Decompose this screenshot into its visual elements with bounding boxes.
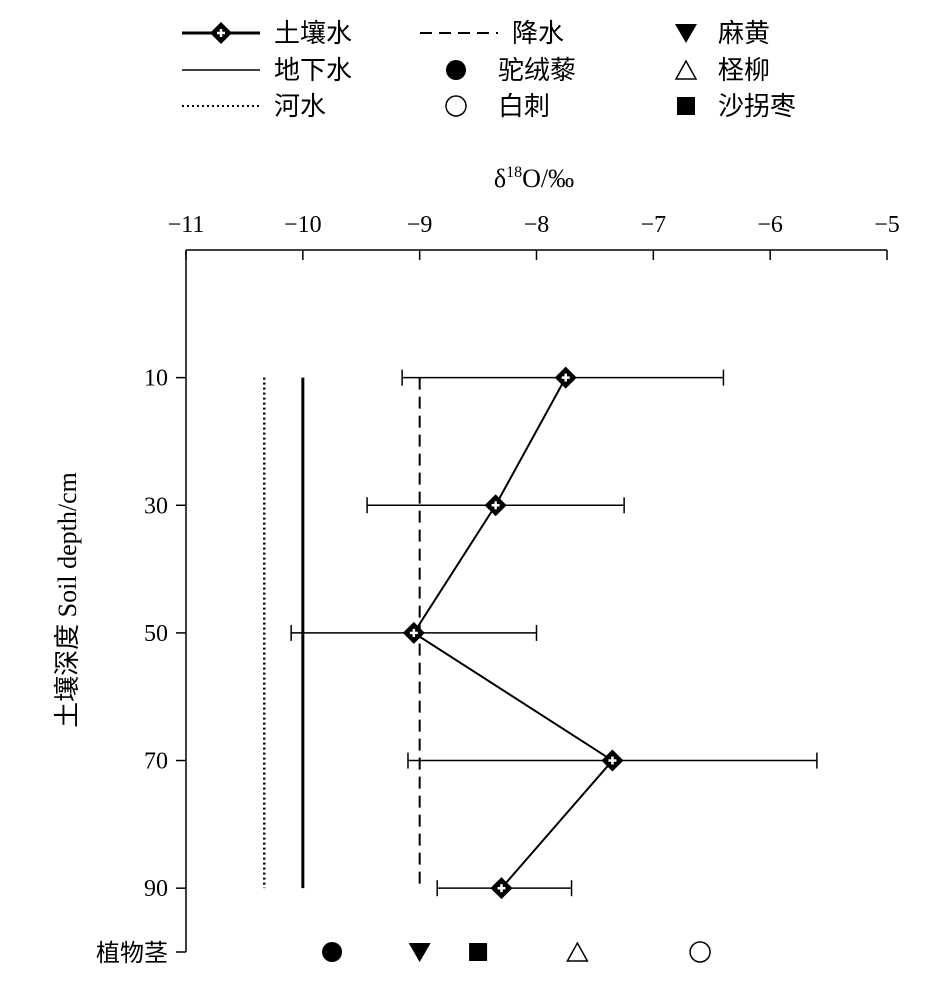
axes: −11 −10 −9 −8 −7 −6 −5 δ18O/‰ 10 30 50 70 90 植物茎 土壤深度 … [53, 164, 900, 967]
soil-water-point [402, 621, 425, 644]
stem-row-label: 植物茎 [96, 940, 168, 967]
legend-entry: 白刺 [445, 92, 550, 121]
y-tick-label: 10 [144, 366, 168, 392]
legend-symbol [674, 59, 698, 80]
soil-water-point [490, 877, 513, 900]
plant-stem-point [322, 942, 343, 962]
legend-symbol [446, 60, 466, 80]
legend-entry: 降水 [420, 19, 564, 48]
legend-label: 河水 [274, 92, 326, 121]
y-tick-label: 70 [144, 749, 168, 775]
soil-water-point [554, 366, 577, 389]
x-tick-label: −5 [874, 212, 900, 238]
legend-entry: 沙拐枣 [677, 92, 796, 121]
plant-stem-markers [322, 941, 711, 963]
legend-entry: 土壤水 [182, 19, 352, 48]
y-tick-label: 50 [144, 621, 168, 647]
legend-label: 柽柳 [718, 56, 770, 85]
legend-label: 驼绒藜 [498, 56, 576, 85]
legend-label: 白刺 [498, 92, 550, 121]
x-tick-label: −6 [757, 212, 783, 238]
legend-diamond-marker [210, 22, 232, 44]
plant-stem-point [689, 941, 711, 963]
plant-stem-point [469, 943, 488, 961]
x-tick-label: −7 [641, 212, 667, 238]
x-axis-title-main: δ [494, 164, 506, 193]
legend-entry: 河水 [182, 92, 326, 121]
legend-label: 地下水 [274, 56, 352, 85]
soil-water-series [290, 366, 818, 900]
legend-entry: 地下水 [182, 56, 352, 85]
x-axis-title-rest: O/‰ [522, 164, 574, 193]
legend-symbol [677, 97, 695, 115]
x-axis-title-sup: 18 [506, 164, 522, 181]
y-tick-label: 90 [144, 876, 168, 902]
legend-symbol [675, 24, 697, 43]
legend-label: 沙拐枣 [718, 92, 796, 121]
legend-entry: 麻黄 [675, 19, 770, 48]
x-tick-label: −8 [524, 212, 550, 238]
plant-stem-point [566, 941, 589, 962]
legend-label: 土壤水 [274, 19, 352, 48]
x-tick-label: −10 [284, 212, 322, 238]
x-tick-label: −9 [407, 212, 433, 238]
plant-stem-point [408, 943, 431, 962]
x-tick-label: −11 [168, 212, 205, 238]
legend-label: 麻黄 [718, 19, 770, 48]
soil-water-point [601, 749, 624, 772]
y-tick-label: 30 [144, 493, 168, 519]
legend-entry: 驼绒藜 [446, 56, 576, 85]
legend-label: 降水 [512, 19, 564, 48]
x-axis-title: δ18O/‰ [494, 164, 574, 193]
y-axis-title: 土壤深度 Soil depth/cm [53, 472, 82, 728]
legend-symbol [445, 95, 467, 117]
soil-water-point [484, 494, 507, 517]
legend-entry: 柽柳 [674, 56, 770, 85]
